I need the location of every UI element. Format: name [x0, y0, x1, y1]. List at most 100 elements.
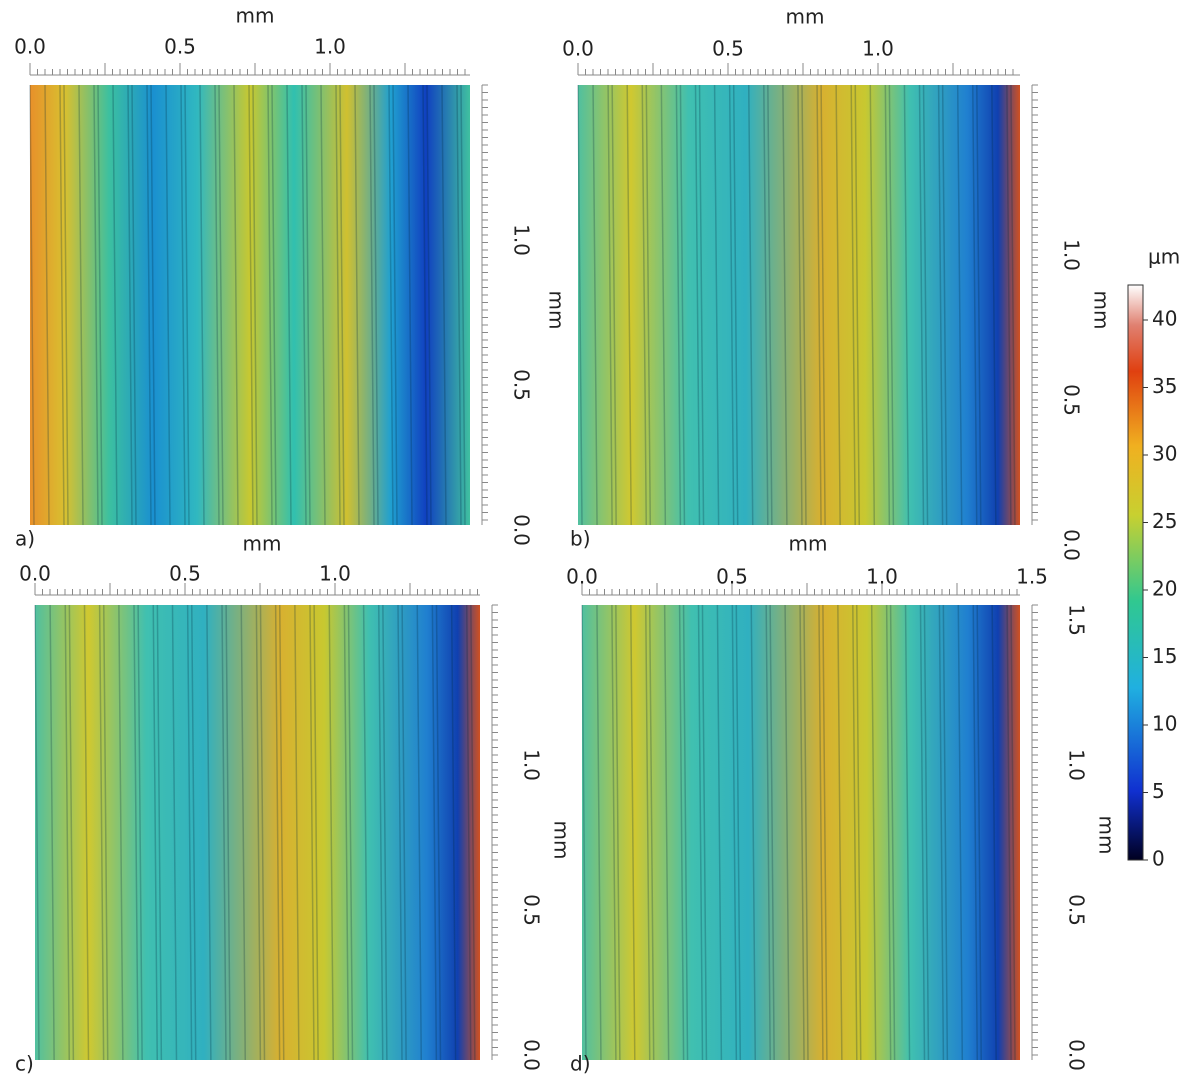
surface-groove [799, 604, 805, 1061]
surface-groove [630, 604, 636, 1061]
surface-groove [991, 604, 997, 1061]
surface-groove [470, 604, 476, 1061]
tick-label: 0.5 [1065, 894, 1089, 926]
surface-groove [922, 84, 929, 526]
axis-unit: mm [236, 4, 275, 28]
surface-groove [460, 84, 466, 526]
surface-groove [835, 84, 841, 526]
surface-groove [313, 604, 319, 1061]
surface-groove [972, 604, 978, 1061]
surface-groove [782, 84, 788, 526]
surface-groove [852, 604, 858, 1061]
surface-groove [697, 604, 704, 1061]
surface-groove [171, 604, 178, 1061]
tick-label: 1.0 [314, 35, 346, 59]
surface-groove [382, 604, 388, 1061]
tick-label: 1.0 [866, 565, 898, 589]
surface-image [578, 85, 1020, 525]
surface-groove [769, 604, 775, 1061]
surface-groove [59, 84, 65, 526]
surface-groove [784, 604, 790, 1061]
colorbar [1127, 284, 1144, 861]
surface-groove [837, 604, 843, 1061]
tick-label: 1.5 [1065, 604, 1089, 636]
surface-groove [713, 84, 720, 526]
surface-groove [818, 604, 824, 1061]
surface-groove [956, 84, 963, 526]
surface-groove [728, 84, 735, 526]
surface-groove [339, 84, 345, 526]
surface-groove [233, 84, 239, 526]
surface-groove [577, 84, 583, 526]
surface-groove [248, 84, 254, 526]
tick-label: 0.5 [164, 35, 196, 59]
surface-groove [748, 84, 754, 526]
surface-groove [252, 84, 258, 526]
surface-image [35, 605, 480, 1060]
surface-groove [450, 604, 457, 1061]
surface-groove [767, 84, 773, 526]
surface-groove [918, 84, 925, 526]
surface-groove [641, 84, 647, 526]
surface-groove [401, 604, 407, 1061]
surface-groove [426, 84, 432, 526]
axis-unit: mm [786, 5, 825, 29]
colorbar-tick-label: 10 [1152, 712, 1177, 736]
surface-groove [869, 84, 876, 526]
surface-groove [191, 604, 197, 1061]
tick-label: 0.5 [510, 369, 534, 401]
panel-label: a) [15, 527, 35, 551]
surface-groove [663, 604, 670, 1061]
surface-groove [596, 604, 602, 1061]
surface-groove [83, 604, 90, 1061]
surface-groove [294, 604, 300, 1061]
surface-groove [856, 604, 862, 1061]
surface-groove [369, 84, 375, 526]
surface-groove [675, 84, 682, 526]
surface-groove [309, 604, 315, 1061]
surface-groove [972, 84, 978, 526]
surface-groove [938, 604, 945, 1061]
surface-groove [611, 604, 617, 1061]
surface-groove [63, 84, 69, 526]
surface-groove [648, 604, 655, 1061]
colorbar-unit: μm [1148, 245, 1180, 269]
axis-unit: mm [1095, 816, 1119, 855]
tick-label: 0.5 [169, 562, 201, 586]
surface-groove [240, 604, 246, 1061]
surface-groove [701, 604, 708, 1061]
panel-label: d) [570, 1052, 591, 1076]
surface-groove [1010, 604, 1016, 1061]
surface-groove [976, 604, 982, 1061]
surface-groove [271, 84, 277, 526]
surface-groove [156, 604, 163, 1061]
surface-groove [735, 604, 742, 1061]
surface-groove [373, 84, 379, 526]
surface-groove [607, 84, 613, 526]
surface-groove [626, 84, 632, 526]
surface-groove [645, 84, 652, 526]
surface-groove [884, 84, 891, 526]
surface-groove [694, 84, 701, 526]
surface-groove [919, 604, 926, 1061]
surface-groove [378, 604, 384, 1061]
surface-groove [225, 604, 231, 1061]
surface-groove [679, 84, 686, 526]
surface-groove [328, 604, 334, 1061]
surface-groove [822, 604, 828, 1061]
tick-label: 0.0 [14, 35, 46, 59]
surface-groove [146, 84, 152, 526]
surface-groove [435, 604, 442, 1061]
surface-groove [416, 604, 422, 1061]
surface-groove [885, 604, 892, 1061]
surface-groove [991, 84, 997, 526]
surface-groove [1006, 604, 1012, 1061]
surface-groove [97, 84, 103, 526]
tick-label: 0.0 [566, 565, 598, 589]
surface-groove [732, 84, 739, 526]
surface-groove [903, 84, 910, 526]
surface-groove [456, 84, 462, 526]
surface-groove [214, 84, 220, 526]
tick-label: 0.5 [520, 894, 544, 926]
